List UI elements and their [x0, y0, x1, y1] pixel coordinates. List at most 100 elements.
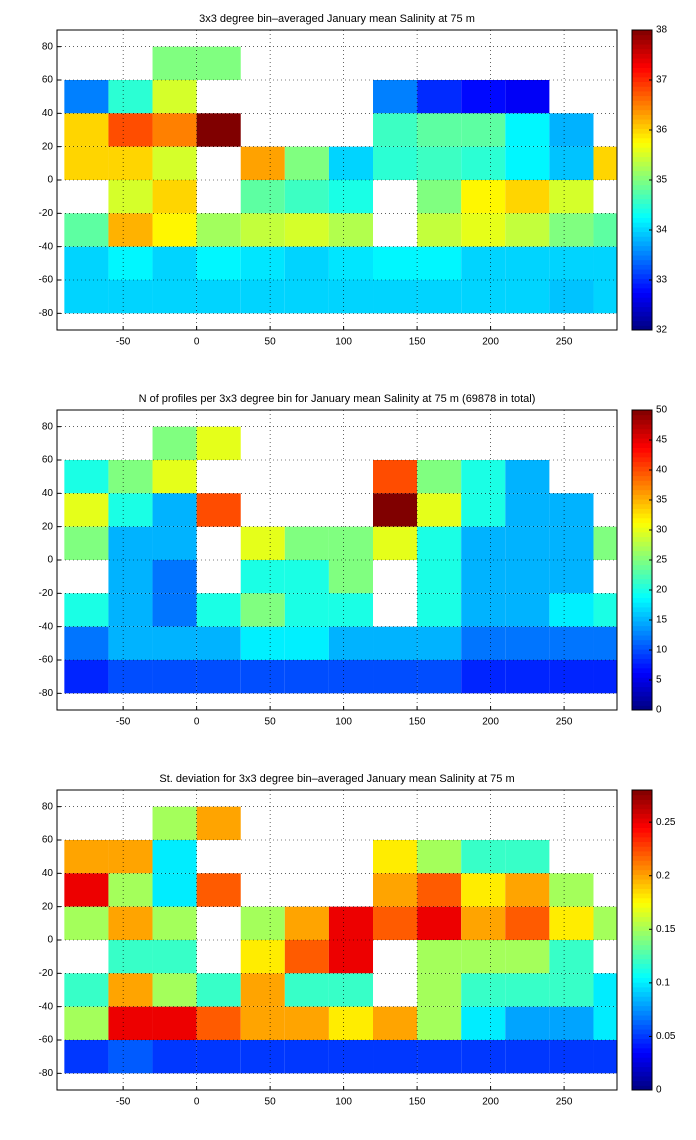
axes-frame [56, 29, 618, 331]
colorbar-step [632, 588, 652, 594]
cells [64, 426, 617, 694]
cell [549, 660, 594, 694]
chart-title: St. deviation for 3x3 degree bin–average… [159, 773, 514, 785]
cell [152, 660, 197, 694]
colorbar-step [632, 259, 652, 265]
colorbar-step [632, 315, 652, 322]
colorbar-step [632, 208, 652, 214]
cell [240, 940, 285, 974]
colorbar-step [632, 264, 652, 270]
colorbar-step [632, 1019, 652, 1025]
colorbar-step [632, 236, 652, 242]
colorbar-step [632, 62, 652, 68]
cell [373, 246, 418, 280]
cell [284, 940, 329, 974]
colorbar-step [632, 44, 652, 50]
cell [373, 146, 418, 180]
y-tick-label: 20 [42, 521, 54, 532]
cell [64, 873, 109, 907]
cell [461, 560, 506, 594]
cell [196, 806, 241, 840]
cell [549, 940, 594, 974]
cell [461, 213, 506, 247]
colorbar-step [632, 424, 652, 430]
colorbar-step [632, 944, 652, 950]
colorbar-step [632, 879, 652, 885]
colorbar-step [632, 1000, 652, 1007]
colorbar-step [632, 536, 652, 542]
colorbar-step [632, 794, 652, 800]
cell [417, 840, 462, 874]
colorbar-tick-label: 0.15 [656, 924, 676, 935]
cell [240, 280, 285, 314]
colorbar-step [632, 1066, 652, 1072]
cell [284, 1006, 329, 1040]
cell [461, 840, 506, 874]
colorbar-step [632, 76, 652, 83]
colorbar-step [632, 311, 652, 317]
cell [593, 246, 617, 280]
cell [284, 526, 329, 560]
cell [152, 46, 197, 80]
cell [461, 940, 506, 974]
colorbar-step [632, 695, 652, 702]
cell [328, 973, 374, 1007]
cell [152, 526, 197, 560]
colorbar-step [632, 560, 652, 566]
cell [461, 526, 506, 560]
colorbar-step [632, 644, 652, 650]
cell [152, 593, 197, 627]
cell [64, 526, 109, 560]
colorbar-step [632, 428, 652, 434]
cell [152, 246, 197, 280]
x-tick-label: 50 [265, 717, 277, 728]
y-tick-label: -60 [39, 655, 54, 666]
cell [328, 906, 374, 940]
y-tick-label: 60 [42, 835, 54, 846]
cell [108, 493, 153, 527]
cell [328, 146, 374, 180]
cell [240, 593, 285, 627]
cell [108, 213, 153, 247]
cell [549, 493, 594, 527]
colorbar-step [632, 231, 652, 237]
cell [108, 280, 153, 314]
cell [505, 1040, 550, 1074]
x-tick-label: 150 [409, 337, 426, 348]
cell [417, 1040, 462, 1074]
colorbar-step [632, 855, 652, 861]
cell [593, 213, 617, 247]
cell [108, 840, 153, 874]
colorbar-step [632, 954, 652, 960]
cell [373, 660, 418, 694]
colorbar-step [632, 100, 652, 106]
colorbar-step [632, 564, 652, 570]
y-tick-label: 60 [42, 75, 54, 86]
cell [240, 246, 285, 280]
cell [461, 280, 506, 314]
colorbar-step [632, 156, 652, 162]
colorbar-step [632, 301, 652, 308]
colorbar-step [632, 456, 652, 463]
colorbar-step [632, 527, 652, 533]
colorbar-step [632, 639, 652, 645]
cell [196, 593, 241, 627]
cell [284, 246, 329, 280]
colorbar-tick-label: 0.25 [656, 817, 676, 828]
colorbar-tick-label: 0.05 [656, 1031, 676, 1042]
colorbar-step [632, 799, 652, 805]
colorbar-step [632, 452, 652, 458]
colorbar-step [632, 86, 652, 92]
y-tick-label: 40 [42, 868, 54, 879]
cell [373, 526, 418, 560]
colorbar-step [632, 494, 652, 500]
colorbar-step [632, 414, 652, 420]
cell [373, 873, 418, 907]
y-tick-label: 20 [42, 141, 54, 152]
cell [328, 1040, 374, 1074]
cell [328, 660, 374, 694]
colorbar-step [632, 832, 652, 838]
y-tick-label: 20 [42, 901, 54, 912]
colorbar-step [632, 818, 652, 824]
cell [108, 973, 153, 1007]
